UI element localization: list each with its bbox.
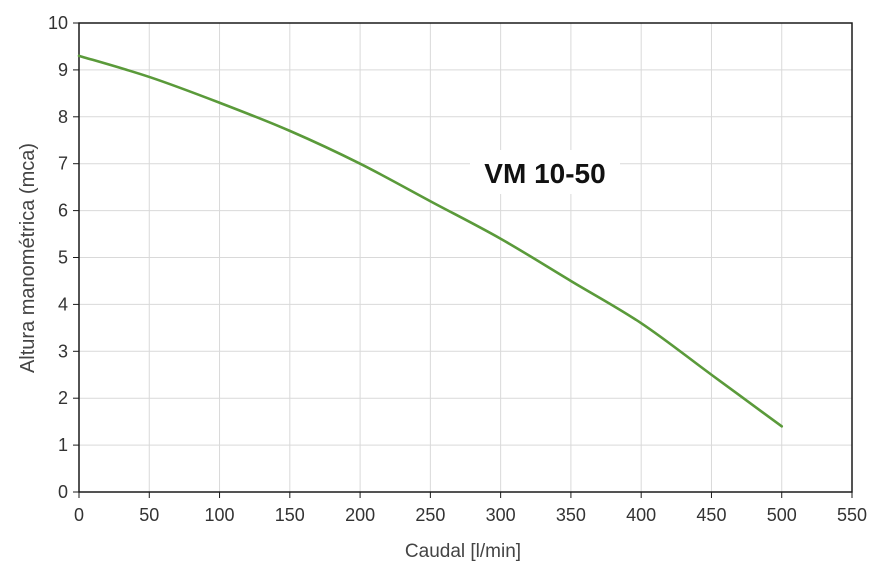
x-tick-label: 300	[486, 505, 516, 525]
x-axis-ticks: 0 50 100 150 200 250 300 350 400 450 500 550	[74, 492, 867, 525]
x-tick-label: 200	[345, 505, 375, 525]
annotation-box: VM 10-50	[470, 150, 620, 194]
series-group	[77, 54, 784, 428]
x-tick-label: 250	[415, 505, 445, 525]
series-line-0	[77, 54, 784, 428]
y-tick-label: 1	[58, 435, 68, 455]
y-axis-title: Altura manométrica (mca)	[17, 143, 39, 373]
y-tick-label: 10	[48, 13, 68, 33]
x-tick-label: 500	[767, 505, 797, 525]
annotation-label: VM 10-50	[484, 158, 605, 189]
y-tick-label: 2	[58, 388, 68, 408]
x-tick-label: 450	[696, 505, 726, 525]
x-tick-label: 150	[275, 505, 305, 525]
y-tick-label: 4	[58, 294, 68, 314]
gridlines	[79, 23, 852, 492]
y-tick-label: 3	[58, 341, 68, 361]
x-tick-label: 550	[837, 505, 867, 525]
x-tick-label: 350	[556, 505, 586, 525]
y-tick-label: 7	[58, 154, 68, 174]
x-axis-title: Caudal [l/min]	[405, 541, 521, 561]
x-tick-label: 400	[626, 505, 656, 525]
y-tick-label: 0	[58, 482, 68, 502]
y-tick-label: 5	[58, 248, 68, 268]
y-tick-label: 6	[58, 201, 68, 221]
annotation-background	[470, 150, 620, 194]
y-tick-label: 9	[58, 60, 68, 80]
y-axis-ticks: 0 1 2 3 4 5 6 7 8 9 10	[48, 13, 79, 502]
x-tick-label: 50	[139, 505, 159, 525]
x-tick-label: 0	[74, 505, 84, 525]
x-tick-label: 100	[205, 505, 235, 525]
y-tick-label: 8	[58, 107, 68, 127]
